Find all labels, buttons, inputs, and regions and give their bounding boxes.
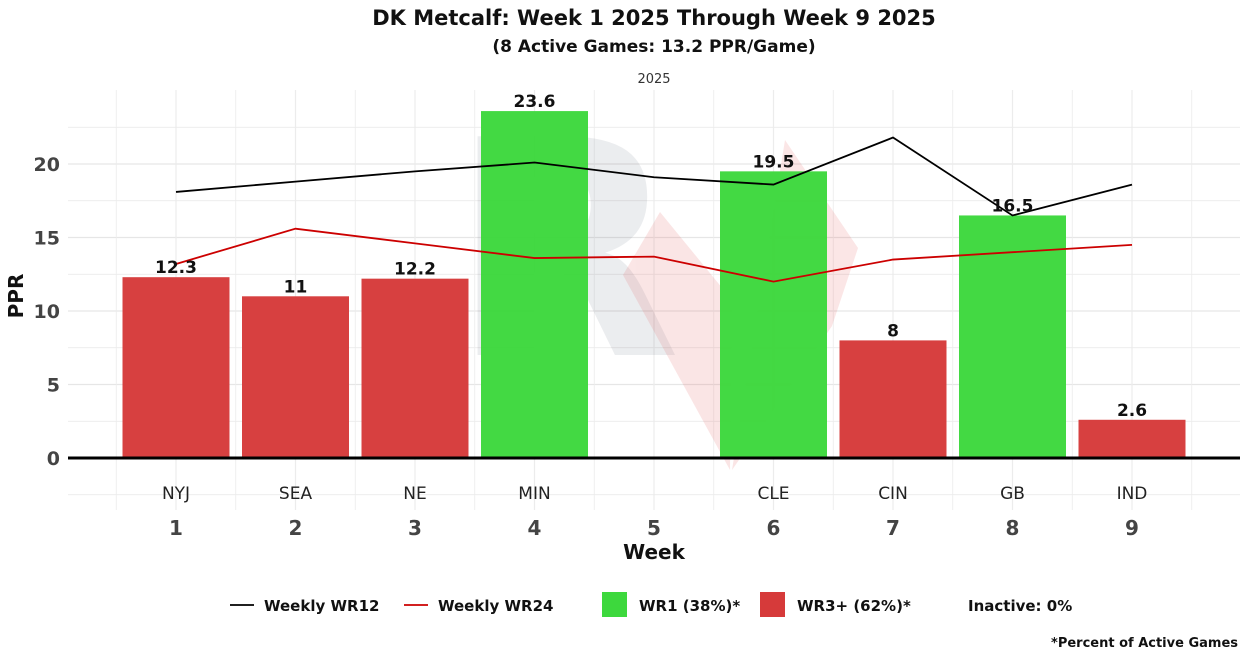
x-axis-title: Week (623, 540, 685, 564)
y-tick-label: 20 (34, 154, 60, 176)
legend: Weekly WR12 Weekly WR24 WR1 (38%)* WR3+ (62… (230, 592, 1072, 617)
bar-label-week-9: 2.6 (1117, 401, 1147, 421)
bars (122, 111, 1186, 458)
legend-label: WR1 (38%)* (639, 597, 740, 615)
reference-lines (175, 136, 1133, 283)
x-tick-label: 4 (528, 516, 542, 540)
y-tick-label: 0 (47, 448, 60, 470)
x-tick-label: 1 (169, 516, 183, 540)
opponent-label-week-4: MIN (518, 484, 550, 504)
legend-swatch-box (602, 592, 627, 617)
y-tick-label: 5 (47, 375, 60, 397)
bar-week-9 (1078, 419, 1186, 458)
bar-label-week-3: 12.2 (394, 260, 436, 280)
opponent-label-week-9: IND (1117, 484, 1148, 504)
bar-label-week-6: 19.5 (753, 152, 795, 172)
y-axis-title: PPR (4, 274, 28, 319)
legend-label: Weekly WR12 (264, 597, 379, 615)
facet-label: 2025 (637, 72, 670, 87)
bar-label-week-7: 8 (887, 321, 899, 341)
legend-label: WR3+ (62%)* (797, 597, 911, 615)
x-tick-label: 9 (1125, 516, 1139, 540)
bar-week-1 (122, 277, 230, 458)
bar-week-8 (959, 215, 1066, 458)
legend-swatch-box (760, 592, 785, 617)
bar-week-2 (242, 296, 349, 458)
bar-label-week-1: 12.3 (155, 258, 197, 278)
x-tick-label: 2 (289, 516, 303, 540)
opponent-label-week-2: SEA (279, 484, 313, 504)
series-line-1 (175, 227, 1133, 283)
legend-label: Weekly WR24 (438, 597, 553, 615)
bar-label-week-8: 16.5 (992, 196, 1034, 216)
footnote: *Percent of Active Games (1051, 636, 1238, 651)
chart-title: DK Metcalf: Week 1 2025 Through Week 9 2… (372, 6, 936, 30)
bar-week-6 (720, 171, 827, 458)
y-tick-label: 15 (34, 228, 60, 250)
opponent-label-week-7: CIN (878, 484, 908, 504)
x-tick-label: 8 (1006, 516, 1020, 540)
axes: 0 5 10 15 20 NYJ 1 SEA 2 NE 3 MIN 4 5 CLE 6 CIN 7 GB 8 IND 9 (34, 154, 1240, 540)
opponent-label-week-1: NYJ (162, 484, 190, 504)
bar-label-week-4: 23.6 (514, 92, 556, 112)
x-tick-label: 3 (408, 516, 422, 540)
opponent-label-week-6: CLE (757, 484, 789, 504)
chart-subtitle: (8 Active Games: 13.2 PPR/Game) (492, 37, 815, 57)
x-tick-label: 7 (886, 516, 900, 540)
bar-week-3 (361, 278, 469, 458)
bar-label-week-2: 11 (284, 277, 308, 297)
x-tick-label: 5 (647, 516, 661, 540)
series-line-0 (175, 136, 1133, 217)
bar-week-7 (839, 340, 947, 458)
bar-value-labels: 12.3 11 12.2 23.6 19.5 8 16.5 2.6 (155, 92, 1147, 421)
y-tick-label: 10 (34, 301, 60, 323)
x-tick-label: 6 (767, 516, 781, 540)
opponent-label-week-3: NE (403, 484, 426, 504)
bar-week-4 (481, 111, 588, 458)
opponent-label-week-8: GB (1000, 484, 1025, 504)
legend-label: Inactive: 0% (968, 597, 1072, 615)
